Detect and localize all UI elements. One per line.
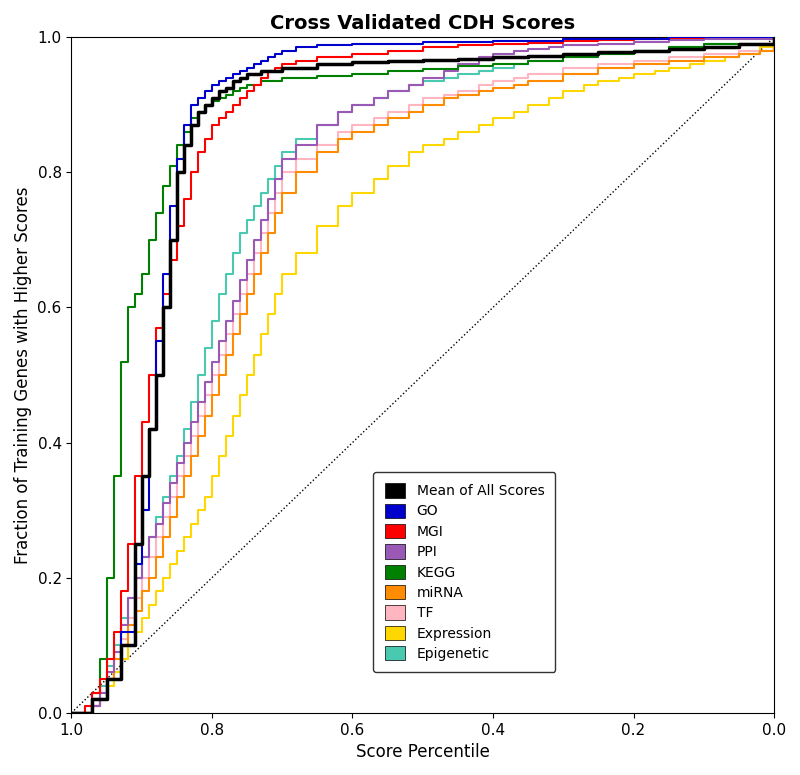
Y-axis label: Fraction of Training Genes with Higher Scores: Fraction of Training Genes with Higher S… xyxy=(14,186,32,563)
Legend: Mean of All Scores, GO, MGI, PPI, KEGG, miRNA, TF, Expression, Epigenetic: Mean of All Scores, GO, MGI, PPI, KEGG, … xyxy=(374,472,555,672)
X-axis label: Score Percentile: Score Percentile xyxy=(356,743,490,761)
Title: Cross Validated CDH Scores: Cross Validated CDH Scores xyxy=(270,14,575,33)
